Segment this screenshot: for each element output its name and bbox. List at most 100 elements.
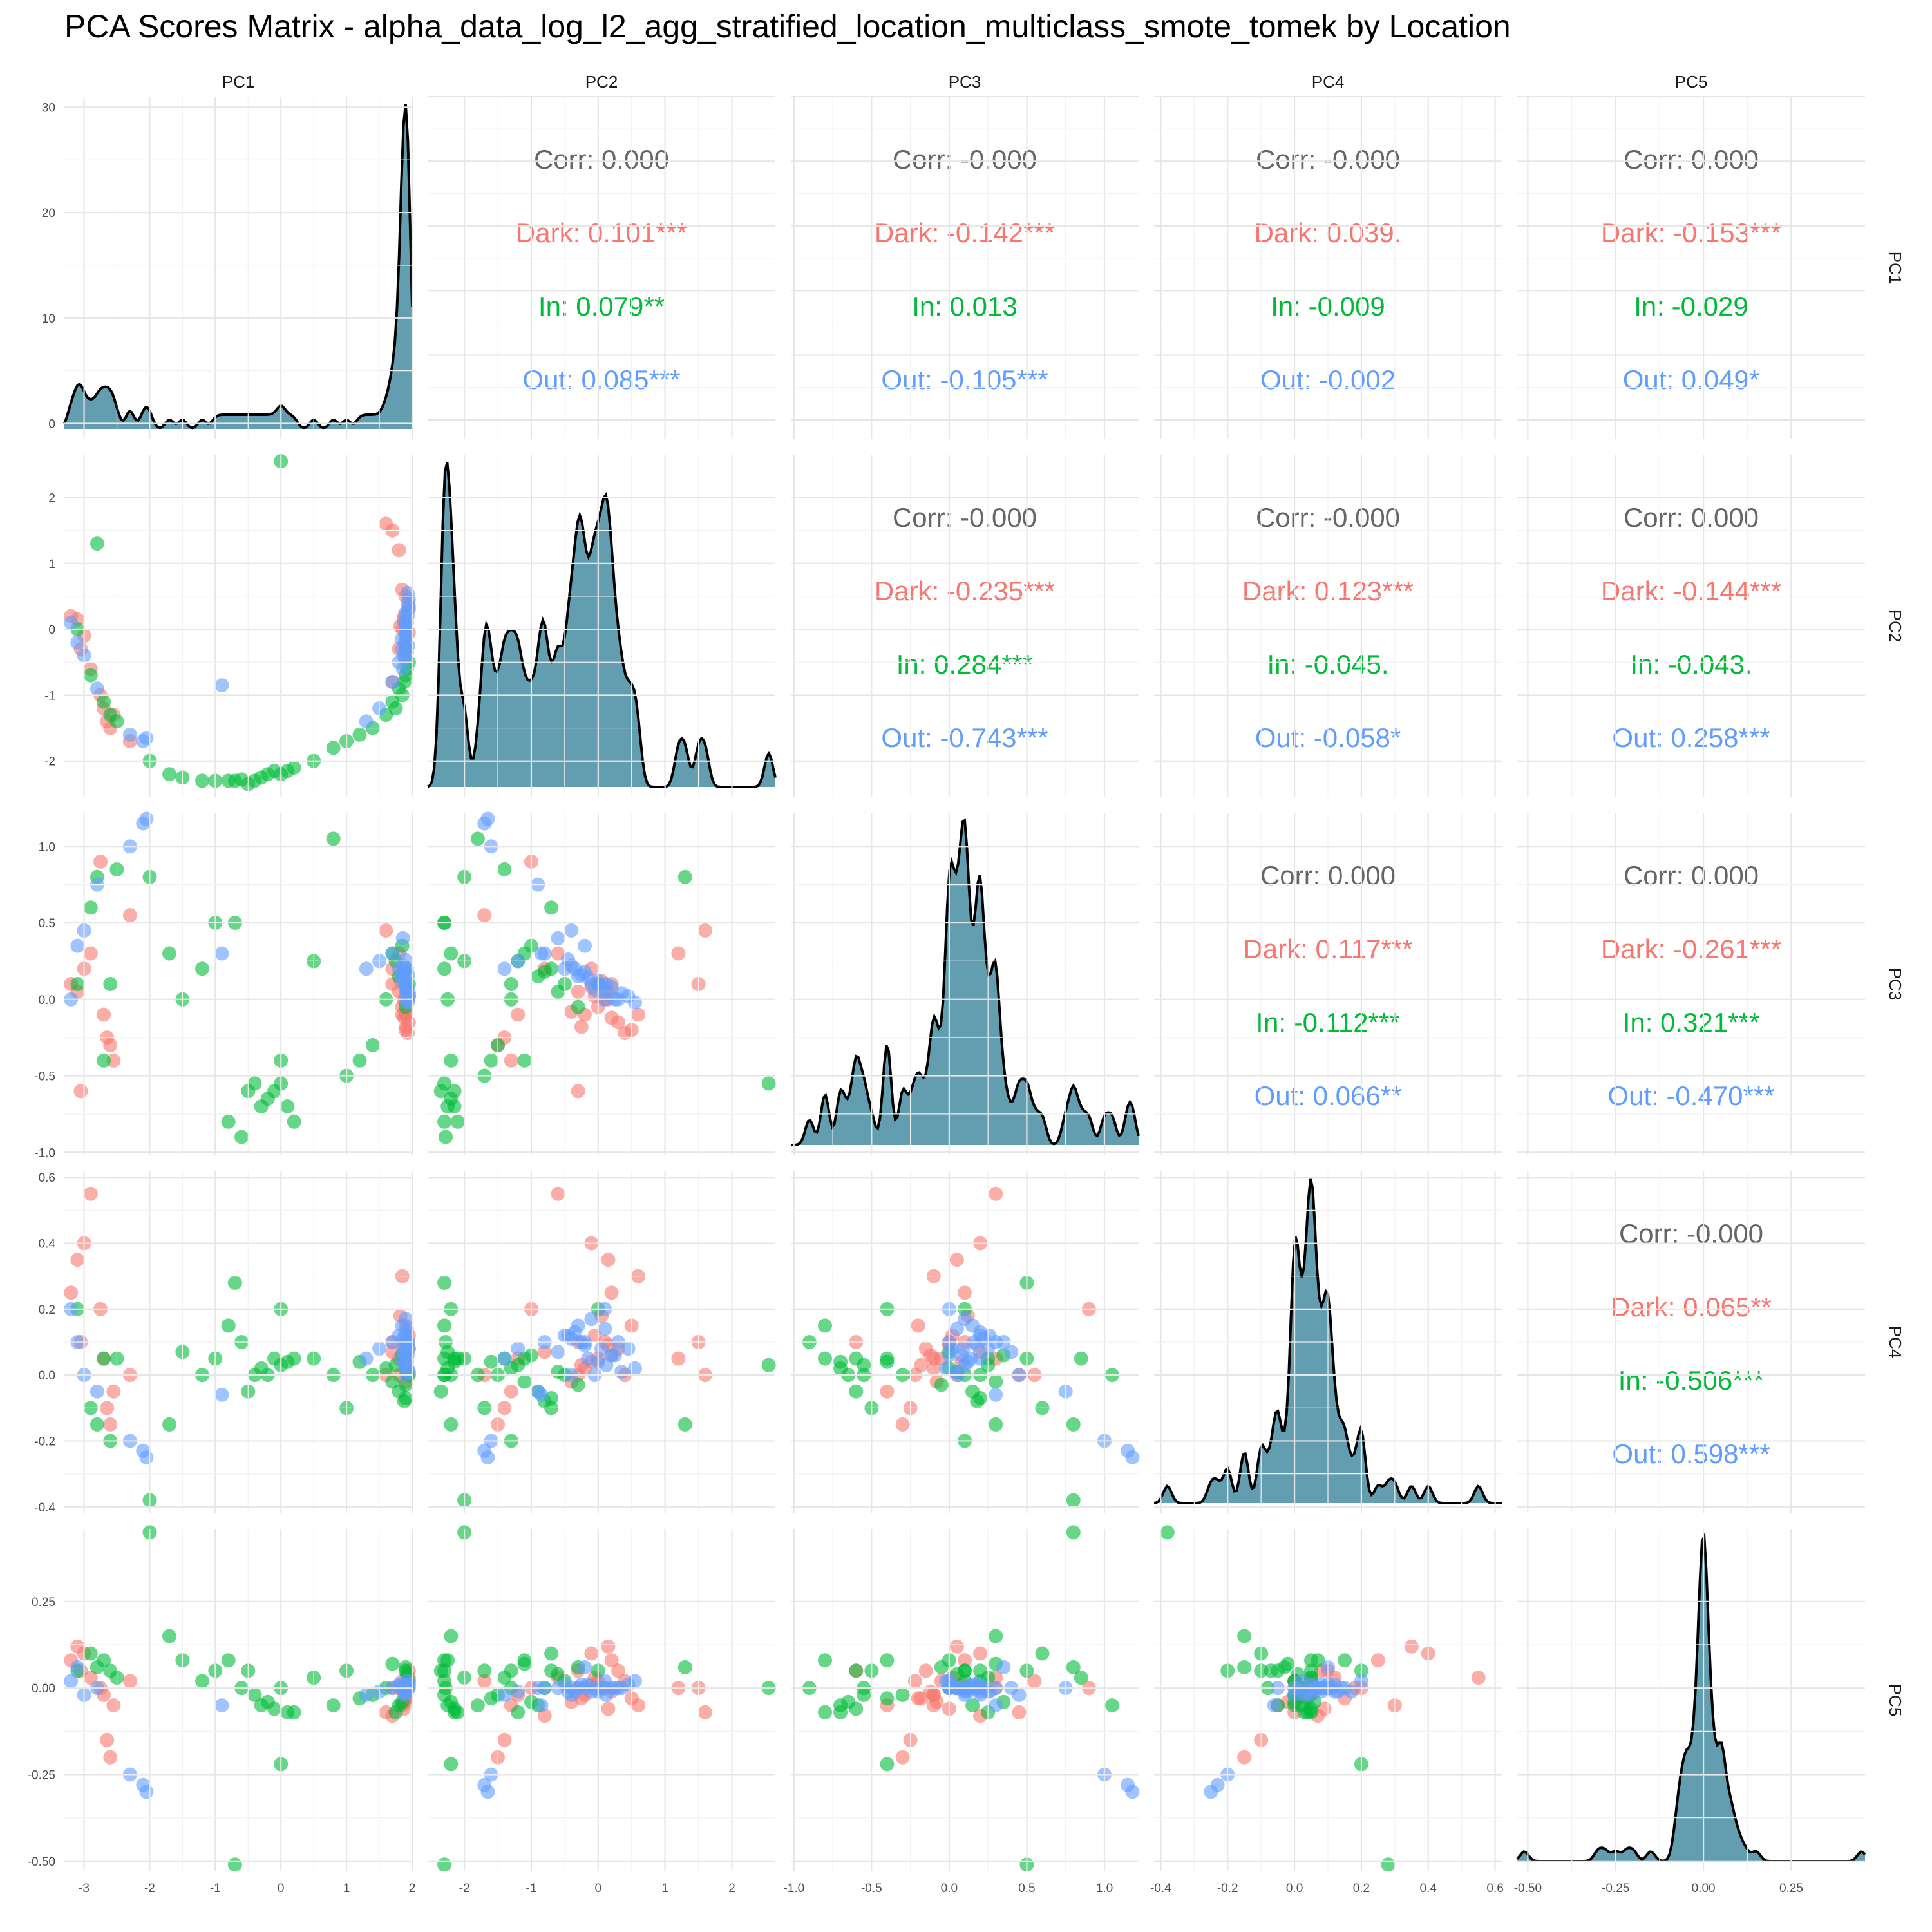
point-in [677, 1660, 692, 1674]
panel-pc3-pc2 [433, 811, 776, 1144]
point-dark [958, 1285, 972, 1300]
point-out [584, 1312, 599, 1327]
gridlines [1517, 95, 1865, 439]
gridlines [1154, 95, 1502, 439]
point-out [511, 1684, 526, 1699]
point-in [470, 831, 485, 846]
corr-label-corr: Corr: -0.000 [893, 144, 1037, 175]
point-in [818, 1705, 832, 1719]
x-tick-label: -1 [526, 1882, 537, 1895]
point-dark [504, 1053, 518, 1068]
point-in [484, 1053, 498, 1068]
point-in [677, 869, 692, 884]
gridlines [1154, 455, 1502, 797]
point-in [397, 675, 412, 689]
y-tick-label: -1.0 [34, 1146, 55, 1160]
point-out [359, 961, 374, 976]
point-in [287, 1114, 301, 1129]
corr-label-corr: Corr: -0.000 [893, 502, 1037, 533]
point-in [677, 1417, 692, 1432]
gridlines [791, 1171, 1139, 1513]
point-dark [671, 946, 686, 961]
x-tick-label: 0.0 [1286, 1882, 1303, 1895]
point-dark [379, 923, 393, 938]
panel-pc3-pc3 [791, 818, 1140, 1146]
point-in [934, 1660, 949, 1674]
point-out [397, 652, 412, 667]
point-out [948, 1365, 963, 1379]
point-out [564, 923, 579, 938]
point-out [594, 1341, 609, 1356]
point-out [534, 1387, 549, 1402]
corr-label-corr: Corr: -0.000 [1619, 1218, 1763, 1249]
point-in [162, 946, 176, 961]
point-out [214, 1387, 229, 1402]
corr-label-out: Out: 0.049* [1623, 365, 1759, 395]
x-tick-label: -0.5 [861, 1882, 882, 1895]
point-dark [880, 1384, 895, 1399]
point-in [247, 1687, 262, 1702]
point-in [437, 1114, 451, 1129]
point-in [287, 1705, 301, 1719]
point-in [444, 1629, 459, 1643]
point-out [982, 1684, 997, 1699]
point-out [599, 1358, 614, 1372]
y-tick-label: 0.4 [39, 1238, 56, 1251]
point-out [982, 1328, 997, 1343]
point-in [857, 1358, 871, 1372]
point-out [511, 1341, 526, 1356]
panel-pc5-pc4 [1160, 1525, 1486, 1872]
strip-right-pc3: PC3 [1886, 968, 1905, 1001]
point-dark [698, 923, 712, 938]
point-in [1381, 1857, 1396, 1872]
point-dark [97, 1007, 111, 1022]
y-tick-label: 1 [48, 558, 55, 571]
point-in [934, 1378, 949, 1392]
corr-label-dark: Dark: -0.142*** [875, 218, 1055, 248]
point-in [497, 1671, 512, 1685]
point-out [139, 1450, 154, 1464]
point-in [388, 1705, 403, 1719]
point-in [398, 1378, 413, 1392]
chart-title: PCA Scores Matrix - alpha_data_log_l2_ag… [64, 8, 1511, 44]
point-out [534, 1698, 549, 1713]
strip-top-pc3: PC3 [949, 72, 981, 91]
point-dark [106, 1384, 121, 1399]
point-dark [631, 1007, 646, 1022]
point-out [561, 952, 576, 967]
point-in [537, 965, 552, 979]
x-tick-label: 0.0 [941, 1882, 958, 1895]
point-dark [604, 1010, 619, 1025]
point-in [1074, 1671, 1088, 1685]
x-tick-label: -0.50 [1514, 1882, 1542, 1895]
gridlines [1154, 1529, 1502, 1871]
point-in [437, 961, 451, 976]
point-dark [83, 1671, 98, 1685]
corr-label-in: In: 0.321*** [1623, 1007, 1760, 1037]
point-out [385, 946, 400, 961]
point-out [497, 1351, 512, 1366]
panel-pc4-pc3 [802, 1186, 1140, 1508]
point-in [571, 999, 585, 1014]
point-in [1237, 1629, 1252, 1643]
point-in [1074, 1351, 1088, 1366]
point-in [818, 1351, 832, 1366]
point-out [214, 678, 229, 693]
x-tick-label: -3 [79, 1882, 90, 1895]
point-in [849, 1384, 864, 1399]
point-dark [907, 1674, 922, 1689]
x-tick-label: 0 [595, 1882, 602, 1895]
point-dark [895, 1750, 910, 1765]
point-in [1277, 1660, 1292, 1674]
point-in [433, 1663, 448, 1678]
point-dark [511, 1007, 526, 1022]
point-in [1297, 1705, 1312, 1719]
point-dark [918, 1663, 933, 1678]
x-tick-label: 0.4 [1420, 1882, 1437, 1895]
point-dark [914, 1358, 929, 1372]
x-tick-label: -0.4 [1150, 1882, 1171, 1895]
point-in [437, 1318, 451, 1333]
panel-pc5-pc5 [1516, 1531, 1866, 1862]
panel-pc3-pc5: Corr: 0.000 Dark: -0.261*** In: 0.321*** Ou… [1601, 860, 1781, 1111]
